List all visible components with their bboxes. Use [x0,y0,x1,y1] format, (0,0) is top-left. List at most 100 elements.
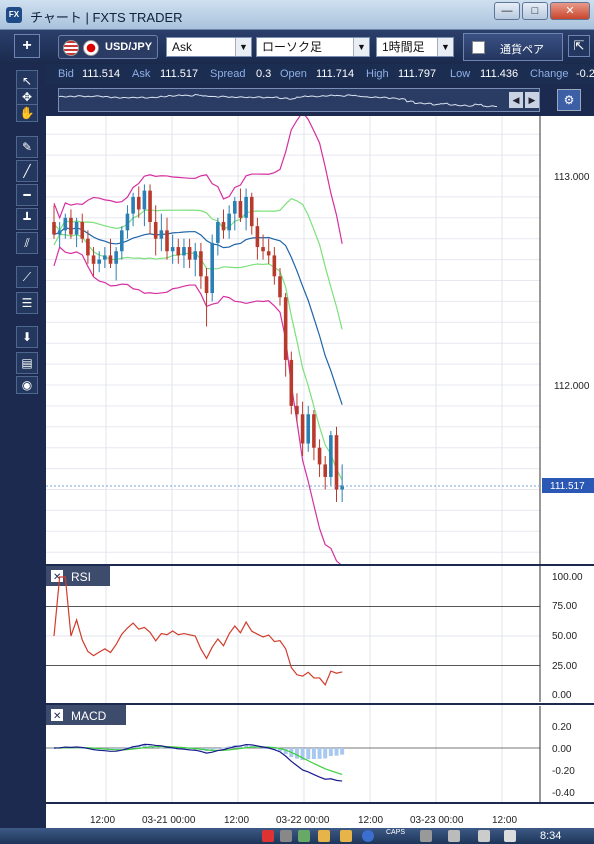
caps-indicator: CAPS [386,829,406,836]
chevron-down-icon: ▼ [437,38,453,56]
open-value: 111.714 [316,68,355,80]
timeframe-select[interactable]: 1時間足 ▼ [376,37,454,57]
help-icon[interactable] [362,830,374,842]
folder-icon[interactable] [318,830,330,842]
rsi-tick-label: 25.00 [552,661,577,672]
network-icon[interactable] [280,830,292,842]
shield-icon[interactable] [298,830,310,842]
price-type-select[interactable]: Ask ▼ [166,37,252,57]
candle-body [86,238,90,256]
time-tick-label: 03-21 00:00 [142,815,196,826]
high-value: 111.797 [398,68,437,80]
maximize-button[interactable]: □ [522,2,548,20]
scroll-right-icon[interactable]: ▶ [525,92,539,108]
candle-body [283,297,288,360]
rsi-title: RSI [71,570,91,584]
rsi-tick-label: 100.00 [552,572,583,583]
candle-body [266,251,271,256]
time-tick-label: 12:00 [90,815,115,826]
candle-body [340,485,344,490]
candle-body [244,196,248,218]
currency-pair-selector[interactable]: USD/JPY [58,35,158,59]
macd-histogram-bar [317,748,322,759]
macd-histogram-bar [187,748,192,750]
candle-body [221,221,226,231]
system-taskbar: CAPS 8:34 [0,828,594,844]
currency-pair-panel[interactable]: 通貨ペア [463,33,563,61]
candle-body [97,259,101,264]
candle-body [295,405,299,415]
currency-pair-panel-label: 通貨ペア [500,44,544,56]
price-chart[interactable]: 113.000 112.000 111.517 ✕ RSI 100.00 75.… [46,111,594,828]
current-price-label: 111.517 [550,481,585,492]
vertical-line-icon[interactable]: ┻ [16,208,38,230]
macd-histogram-bar [255,747,260,749]
display-icon[interactable] [478,830,490,842]
fibonacci-fan-icon[interactable]: ⟋ [16,266,38,288]
macd-tick-label: -0.20 [552,766,575,777]
crosshair-icon[interactable]: ✥ [16,88,38,106]
overview-sparkline [59,94,498,108]
macd-histogram-bar [136,745,141,748]
macd-histogram-bar [80,747,85,749]
jp-flag-icon [83,40,99,56]
bollinger-upper-inner [53,198,343,330]
pencil-icon[interactable]: ✎ [16,136,38,158]
candle-body [125,213,130,231]
candle-body [249,196,254,227]
download-icon[interactable]: ⬇ [16,326,38,348]
minimize-button[interactable]: — [494,2,520,20]
candle-body [120,230,124,252]
chart-settings-icon[interactable]: ⚙ [557,89,581,111]
scroll-left-icon[interactable]: ◀ [509,92,523,108]
collapse-arrow-icon[interactable]: ⇱ [568,35,590,57]
horizontal-line-icon[interactable]: ━ [16,184,38,206]
ime-icon[interactable] [448,830,460,842]
candle-body [193,251,198,260]
time-tick-label: 12:00 [224,815,249,826]
macd-histogram-bar [272,748,277,751]
macd-histogram-bar [294,748,299,759]
macd-signal-line [53,745,343,775]
price-tick-label: 112.000 [554,381,590,392]
volume-icon[interactable] [504,830,516,842]
rsi-tick-label: 75.00 [552,601,577,612]
window-title: チャート | FXTS TRADER [30,10,183,25]
overview-scroller[interactable]: ◀ ▶ [58,88,540,112]
currency-pair-checkbox[interactable] [472,41,485,54]
currency-pair-label: USD/JPY [105,41,153,53]
hand-icon[interactable]: ✋ [16,104,38,122]
timeframe-value: 1時間足 [382,40,425,54]
candle-body [216,221,220,243]
candle-body [261,247,265,252]
chevron-down-icon: ▼ [353,38,369,56]
camera-icon[interactable]: ◉ [16,376,38,394]
low-value: 111.436 [480,68,519,80]
chart-type-value: ローソク足 [262,40,323,54]
alert-icon[interactable] [262,830,274,842]
bid-label: Bid [58,68,74,80]
window-titlebar: FX チャート | FXTS TRADER — □ ✕ [0,0,594,30]
candle-body [329,435,333,477]
change-value: -0.2 [576,68,594,80]
price-tick-label: 113.000 [554,172,590,183]
trendline-icon[interactable]: ╱ [16,160,38,182]
close-button[interactable]: ✕ [550,2,590,20]
mail-icon[interactable] [340,830,352,842]
chart-toolbar: + USD/JPY Ask ▼ ローソク足 ▼ 1時間足 ▼ 通貨ペア ⇱ [0,30,594,64]
macd-histogram-bar [334,748,339,756]
macd-histogram-bar [159,747,164,749]
fibonacci-retracement-icon[interactable]: ☰ [16,292,38,314]
macd-histogram-bar [125,747,130,749]
chart-type-select[interactable]: ローソク足 ▼ [256,37,370,57]
candle-body [153,221,158,239]
candle-body [142,190,147,210]
add-chart-button[interactable]: + [14,34,40,58]
chart-area[interactable]: 113.000 112.000 111.517 ✕ RSI 100.00 75.… [46,111,594,828]
candle-body [170,247,175,252]
keyboard-icon[interactable] [420,830,432,842]
list-icon[interactable]: ▤ [16,352,38,374]
channel-icon[interactable]: ⫽ [16,232,38,254]
macd-close-button[interactable] [51,709,63,721]
rsi-tick-label: 50.00 [552,631,577,642]
